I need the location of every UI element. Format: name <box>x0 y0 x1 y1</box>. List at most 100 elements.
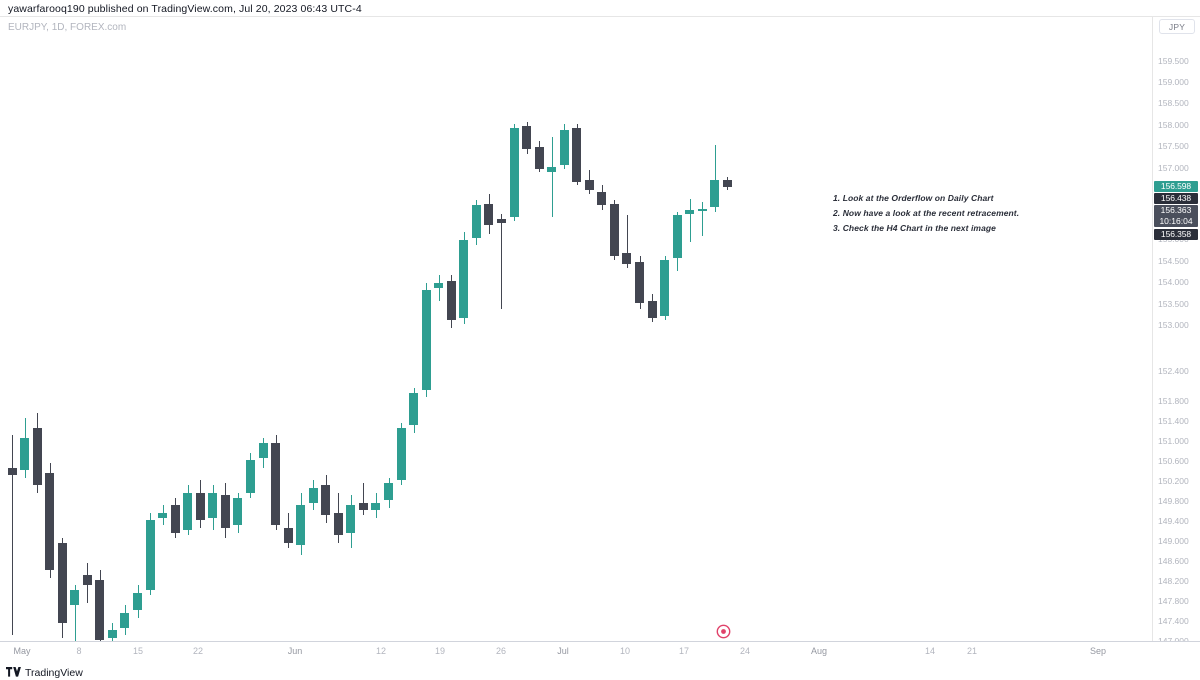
tradingview-logo-icon <box>6 664 21 680</box>
price-tag-last: 156.358 <box>1154 229 1198 240</box>
time-tick-label: 15 <box>132 646 144 656</box>
candle-body <box>208 492 217 518</box>
candle-body <box>271 442 280 525</box>
tradingview-brand-name: TradingView <box>25 667 83 679</box>
candle-wick <box>75 585 76 641</box>
candle-body <box>334 512 343 535</box>
time-tick-label: 19 <box>434 646 446 656</box>
candle-wick <box>702 202 703 236</box>
candle-body <box>196 492 205 520</box>
candle-body <box>246 460 255 493</box>
time-tick-label: 22 <box>192 646 204 656</box>
time-tick-label: 8 <box>76 646 82 656</box>
price-tick-label: 159.500 <box>1158 56 1189 66</box>
target-marker-icon[interactable] <box>716 624 731 639</box>
candle-wick <box>715 145 716 212</box>
candle-body <box>723 180 732 187</box>
price-tick-label: 158.500 <box>1158 98 1189 108</box>
candle-body <box>622 253 631 265</box>
candle-body <box>146 520 155 590</box>
annotation-line-3: 3. Check the H4 Chart in the next image <box>833 223 996 233</box>
price-tick-label: 150.200 <box>1158 476 1189 486</box>
candle-body <box>20 437 29 470</box>
candle-body <box>635 262 644 303</box>
candle-body <box>572 128 581 182</box>
candle-body <box>45 472 54 570</box>
candle-body <box>422 289 431 390</box>
price-tag-high: 156.598 <box>1154 181 1198 192</box>
candle-body <box>597 192 606 206</box>
time-tick-label: 10 <box>619 646 631 656</box>
candle-body <box>497 219 506 224</box>
price-tag-mid: 156.438 <box>1154 193 1198 204</box>
chart-canvas[interactable]: EURJPY, 1D, FOREX.com 1. Look at the Ord… <box>0 17 1152 641</box>
candle-body <box>346 505 355 533</box>
time-tick-label: 21 <box>966 646 978 656</box>
candle-body <box>459 240 468 318</box>
candle-body <box>535 147 544 169</box>
annotation-line-2: 2. Now have a look at the recent retrace… <box>833 208 1020 218</box>
price-tick-label: 154.500 <box>1158 256 1189 266</box>
attribution-bar: yawarfarooq190 published on TradingView.… <box>0 0 1200 17</box>
price-tick-label: 151.400 <box>1158 416 1189 426</box>
candle-body <box>610 203 619 256</box>
price-tick-label: 158.000 <box>1158 120 1189 130</box>
candle-body <box>33 427 42 485</box>
candle-wick <box>552 136 553 217</box>
currency-pill[interactable]: JPY <box>1159 19 1195 34</box>
candle-body <box>83 575 92 585</box>
candle-body <box>296 505 305 545</box>
annotation-notes: 1. Look at the Orderflow on Daily Chart … <box>833 191 1093 236</box>
candle-wick <box>690 198 691 243</box>
price-tick-label: 157.000 <box>1158 163 1189 173</box>
candle-wick <box>501 213 502 310</box>
countdown-price: 156.363 <box>1160 205 1192 215</box>
candle-body <box>371 502 380 510</box>
candle-wick <box>627 215 628 269</box>
time-tick-label: 26 <box>495 646 507 656</box>
candle-body <box>522 126 531 150</box>
time-tick-label: Jun <box>287 646 303 656</box>
candle-body <box>221 495 230 528</box>
candle-body <box>321 485 330 515</box>
candle-body <box>510 128 519 217</box>
price-tick-label: 157.500 <box>1158 141 1189 151</box>
candle-body <box>472 205 481 238</box>
time-tick-label: May <box>13 646 31 656</box>
candle-body <box>648 300 657 318</box>
candle-body <box>409 392 418 425</box>
candle-body <box>284 527 293 543</box>
time-tick-label: Jul <box>557 646 569 656</box>
candle-body <box>660 260 669 316</box>
price-tick-label: 149.400 <box>1158 516 1189 526</box>
candle-body <box>673 215 682 258</box>
tradingview-brand: TradingView <box>6 664 83 680</box>
price-tag-countdown: 156.363 10:16:04 <box>1154 205 1198 227</box>
candle-body <box>397 427 406 480</box>
price-tick-label: 151.000 <box>1158 436 1189 446</box>
candle-body <box>120 612 129 628</box>
candle-body <box>183 492 192 530</box>
candle-body <box>484 203 493 226</box>
time-tick-label: Sep <box>1089 646 1107 656</box>
price-tick-label: 154.000 <box>1158 277 1189 287</box>
price-tick-label: 149.800 <box>1158 496 1189 506</box>
candle-body <box>133 592 142 610</box>
candle-body <box>685 210 694 214</box>
candle-body <box>158 512 167 518</box>
price-axis[interactable]: JPY 159.500 159.000 158.500 158.000 157.500 1… <box>1152 17 1200 646</box>
candle-wick <box>363 482 364 515</box>
price-tick-label: 148.200 <box>1158 576 1189 586</box>
countdown-timer: 10:16:04 <box>1159 216 1193 226</box>
candle-body <box>309 487 318 503</box>
time-axis[interactable]: May 8 15 22 Jun 12 19 26 Jul 10 17 24 Aug 14 21 Sep <box>0 641 1200 661</box>
candle-body <box>547 167 556 172</box>
candle-body <box>384 482 393 500</box>
candle-body <box>560 130 569 165</box>
candle-body <box>359 502 368 510</box>
candle-body <box>710 180 719 207</box>
price-tick-label: 151.800 <box>1158 396 1189 406</box>
price-tick-label: 152.400 <box>1158 366 1189 376</box>
candle-body <box>171 505 180 533</box>
attribution-text: yawarfarooq190 published on TradingView.… <box>8 3 362 15</box>
